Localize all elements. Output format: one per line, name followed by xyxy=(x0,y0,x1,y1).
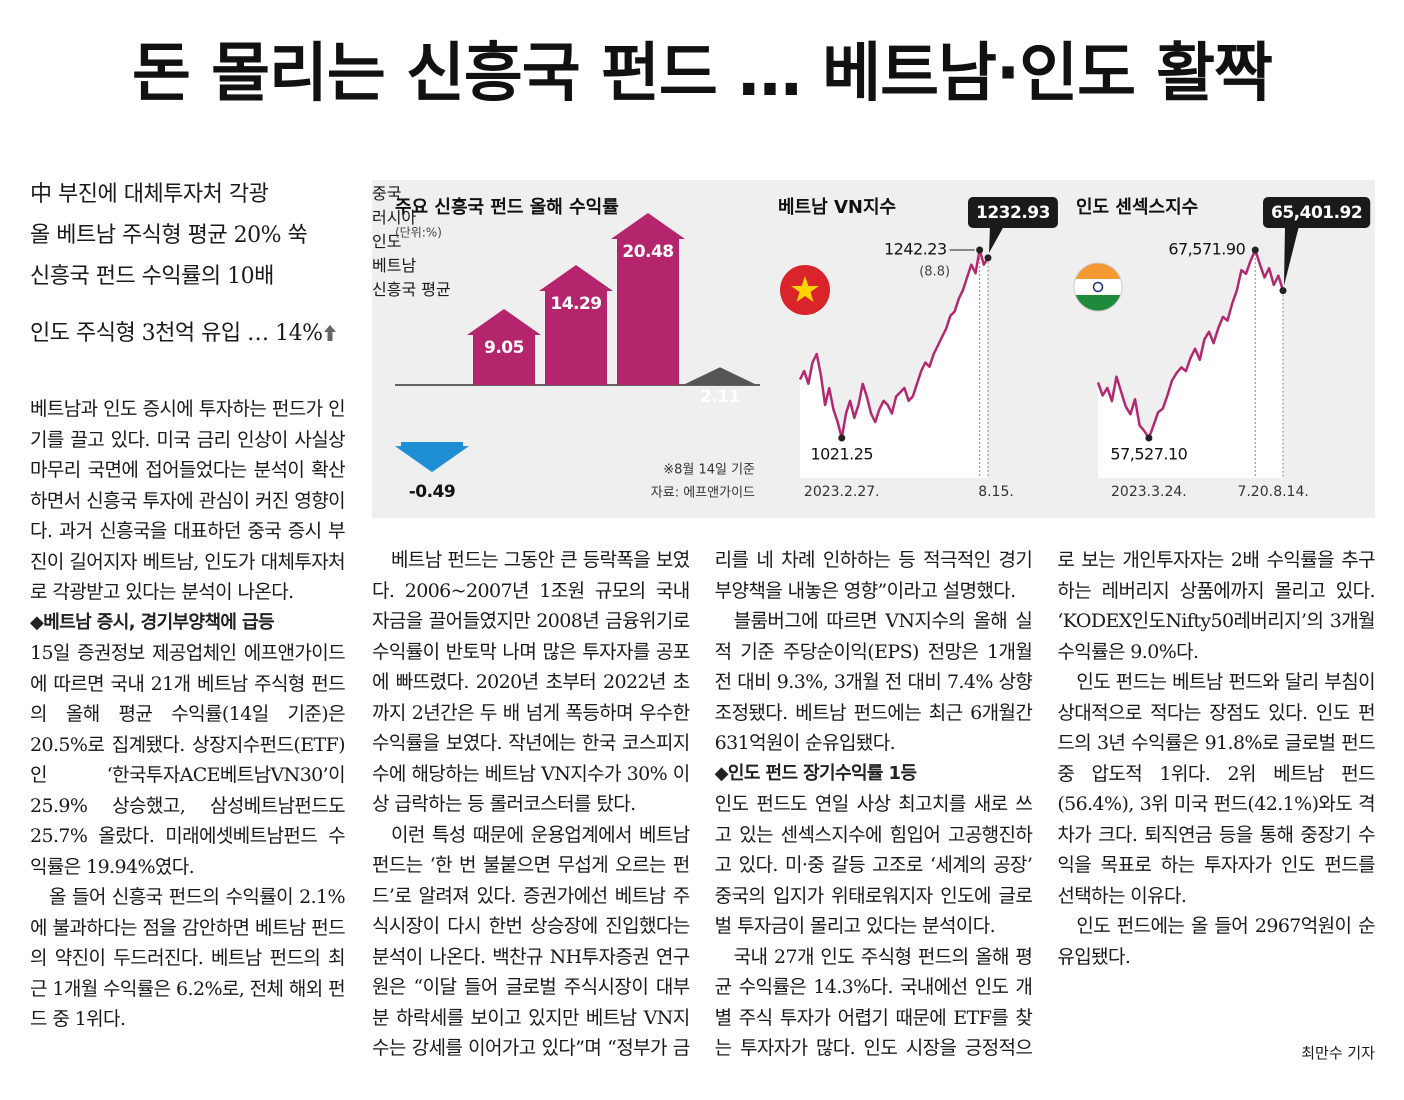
paragraph: 이런 특성 때문에 운용업계에서 베트남 펀드는 ‘한 번 불붙으면 무섭게 오… xyxy=(372,549,1033,1059)
summary-line: 올 베트남 주식형 평균 20% 쑥 xyxy=(30,223,308,248)
paragraph: 베트남과 인도 증시에 투자하는 펀드가 인기를 끌고 있다. 미국 금리 인상… xyxy=(30,398,346,603)
bar xyxy=(539,264,613,385)
value-label: 2.11 xyxy=(700,387,740,407)
byline: 최만수 기자 xyxy=(1301,1044,1375,1062)
line-area xyxy=(1098,250,1283,478)
bar xyxy=(395,442,469,473)
source-note: ※8월 14일 기준 xyxy=(663,463,755,478)
category-label: 신흥국 평균 xyxy=(372,280,451,299)
chart-canvas: 주요 신흥국 펀드 올해 수익률 (단위:%) -0.49 9.05 14.29 20.4… xyxy=(395,196,1371,502)
body-columns: 베트남 펀드는 그동안 큰 등락폭을 보였다. 2006~2007년 1조원 규… xyxy=(372,545,1376,1065)
value-label: 9.05 xyxy=(484,338,524,358)
chart-title: 베트남 VN지수 xyxy=(778,197,896,218)
india-flag xyxy=(1074,263,1122,311)
x-label: 8.14. xyxy=(1273,484,1309,500)
x-label: 2023.2.27. xyxy=(804,484,880,500)
bar xyxy=(611,213,685,385)
value-label: 14.29 xyxy=(550,294,601,314)
source-note: 자료: 에프앤가이드 xyxy=(651,486,755,501)
subheading: ◆베트남 증시, 경기부양책에 급등 xyxy=(30,611,275,633)
callout-box xyxy=(968,197,1058,228)
bar xyxy=(683,367,757,385)
line-series xyxy=(1096,248,1285,440)
line-series xyxy=(798,248,990,440)
high-note: (8.8) xyxy=(919,265,950,280)
summary-key-text: 인도 주식형 3천억 유입 … 14% xyxy=(30,321,323,346)
low-label: 57,527.10 xyxy=(1110,445,1187,464)
category-label: 러시아 xyxy=(372,208,417,227)
x-label: 7.20. xyxy=(1237,484,1273,500)
up-arrow-icon xyxy=(323,325,336,341)
left-column: 베트남과 인도 증시에 투자하는 펀드가 인기를 끌고 있다. 미국 금리 인상… xyxy=(30,394,346,1035)
category-label: 베트남 xyxy=(372,256,417,275)
paragraph: 인도 펀드에는 올 들어 2967억원이 순유입됐다. xyxy=(1057,915,1375,968)
high-dot xyxy=(1251,246,1259,254)
bar xyxy=(467,308,541,385)
callout-label: 65,401.92 xyxy=(1271,203,1362,223)
chart-title: 인도 센섹스지수 xyxy=(1076,197,1198,218)
summary: 中 부진에 대체투자처 각광 올 베트남 주식형 평균 20% 쑥 신흥국 펀드… xyxy=(30,174,350,349)
unit-label: (단위:%) xyxy=(395,226,442,240)
callout-tail xyxy=(989,226,1004,253)
subheading: ◆인도 펀드 장기수익률 1등 xyxy=(714,762,917,784)
low-label: 1021.25 xyxy=(810,445,873,464)
value-label: -0.49 xyxy=(409,482,456,502)
infographic: 주요 신흥국 펀드 올해 수익률 (단위:%) -0.49 9.05 14.29 20.4… xyxy=(372,180,1375,518)
low-dot xyxy=(838,434,846,442)
summary-line: 신흥국 펀드 수익률의 10배 xyxy=(30,264,274,289)
paragraph: 블룸버그에 따르면 VN지수의 올해 실적 기준 주당순이익(EPS) 전망은 … xyxy=(714,610,1033,754)
value-label: 20.48 xyxy=(622,242,673,262)
summary-key: 인도 주식형 3천억 유입 … 14% xyxy=(30,319,350,349)
last-dot xyxy=(984,254,992,262)
callout-tail xyxy=(1284,226,1299,286)
low-dot xyxy=(1145,434,1153,442)
high-dot xyxy=(976,246,984,254)
paragraph: 15일 증권정보 제공업체인 에프앤가이드에 따르면 국내 21개 베트남 주식… xyxy=(30,642,346,878)
paragraph: 국내 27개 인도 주식형 펀드의 올해 평균 수익률은 14.3%다. 국내에… xyxy=(714,549,1376,1059)
paragraph: 베트남 펀드는 그동안 큰 등락폭을 보였다. 2006~2007년 1조원 규… xyxy=(372,549,690,815)
line-area xyxy=(800,250,988,478)
high-label: 67,571.90 xyxy=(1168,240,1245,259)
category-label: 인도 xyxy=(372,232,402,251)
paragraph: 인도 펀드는 베트남 펀드와 달리 부침이 상대적으로 적다는 장점도 있다. … xyxy=(1057,671,1375,907)
callout-label: 1232.93 xyxy=(976,203,1050,223)
last-dot xyxy=(1279,287,1287,295)
callout-box xyxy=(1263,197,1371,228)
paragraph: 올 들어 신흥국 펀드의 수익률이 2.1%에 불과하다는 점을 감안하면 베트… xyxy=(30,886,346,1030)
category-label: 중국 xyxy=(372,184,402,203)
paragraph: 인도 펀드도 연일 사상 최고치를 새로 쓰고 있는 센섹스지수에 힘입어 고공… xyxy=(714,793,1033,937)
high-label: 1242.23 xyxy=(884,240,947,259)
x-label: 2023.3.24. xyxy=(1111,484,1187,500)
vietnam-flag xyxy=(780,265,830,315)
flag-rim xyxy=(1073,262,1123,312)
summary-line: 中 부진에 대체투자처 각광 xyxy=(30,182,269,207)
x-label: 8.15. xyxy=(978,484,1014,500)
chart-title: 주요 신흥국 펀드 올해 수익률 xyxy=(395,196,619,218)
headline: 돈 몰리는 신흥국 펀드 … 베트남·인도 활짝 xyxy=(131,37,1273,111)
